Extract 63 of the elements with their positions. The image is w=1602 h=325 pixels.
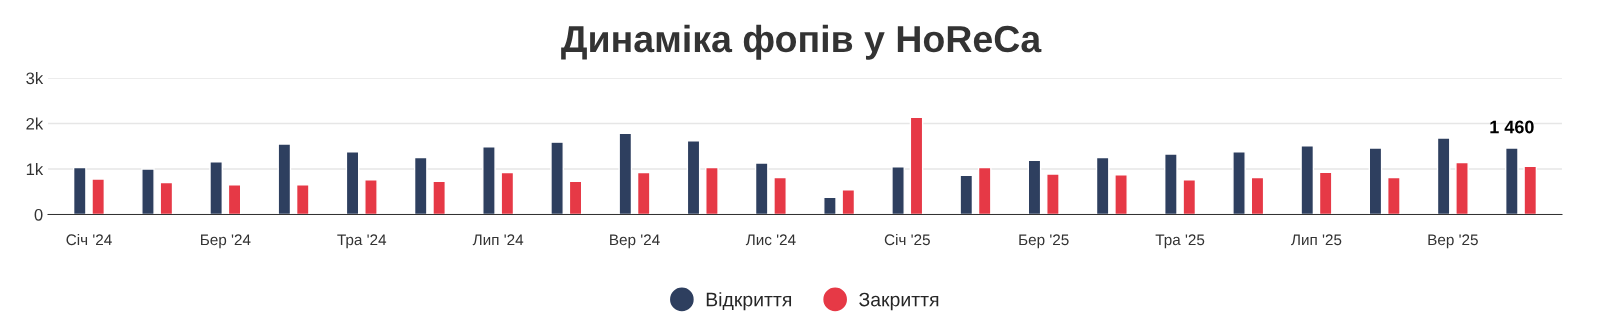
data-label: 1 460 [1490, 120, 1534, 134]
bar [618, 132, 633, 215]
bar [959, 174, 974, 215]
x-tick-label: Тра '24 [337, 234, 387, 249]
bar [1232, 151, 1246, 215]
bar [891, 166, 905, 215]
bar [345, 151, 360, 215]
y-tick-label: 2k [26, 117, 44, 130]
x-tick-label: Тра '25 [1155, 234, 1205, 249]
bar [1387, 176, 1401, 215]
bar [568, 180, 583, 215]
bar [209, 161, 223, 215]
bar [159, 181, 174, 215]
bar [550, 141, 564, 215]
x-tick-label: Січ '24 [66, 233, 112, 246]
chart-title: Динаміка фопів у HoReCa [561, 24, 1042, 60]
bar [754, 162, 769, 215]
bar [841, 189, 856, 215]
bar [823, 196, 837, 215]
bar [500, 171, 515, 215]
bar [1318, 171, 1333, 215]
bar [705, 166, 719, 215]
bar [364, 179, 378, 215]
x-tick-label: Вер '25 [1428, 234, 1478, 249]
legend-label: Закриття [859, 292, 939, 311]
y-tick-label: 3k [26, 71, 44, 85]
bar [72, 166, 87, 215]
x-tick-label: Бер '24 [201, 234, 251, 249]
bar [1523, 165, 1538, 215]
x-tick-label: Вер '24 [610, 234, 660, 249]
x-tick-label: Лип '24 [472, 234, 524, 246]
bar [1027, 159, 1042, 215]
y-tick-label: 1k [26, 162, 44, 176]
bar [1114, 174, 1128, 215]
bar [432, 180, 446, 215]
bar [909, 116, 924, 215]
bar [141, 168, 155, 215]
bar [1046, 173, 1060, 215]
bar [636, 171, 651, 215]
bar [686, 140, 701, 215]
bar [1455, 161, 1469, 215]
bar [1182, 179, 1197, 215]
bar [1095, 156, 1110, 215]
bar [277, 143, 292, 215]
bar [1300, 145, 1315, 215]
bar [91, 178, 106, 215]
bar [413, 156, 428, 215]
x-tick-label: Лис '24 [745, 234, 796, 246]
bar [227, 184, 242, 215]
x-tick-label: Бер '25 [1019, 234, 1069, 249]
bar [1504, 147, 1519, 215]
bar [773, 176, 787, 215]
bar [295, 184, 310, 215]
legend-label: Відкриття [706, 292, 792, 311]
bar [1250, 176, 1265, 215]
bar [482, 146, 496, 215]
bar [1368, 147, 1383, 215]
x-tick-label: Січ '25 [884, 233, 930, 246]
y-tick-label: 0 [34, 208, 43, 221]
bar [1436, 137, 1451, 215]
bar [1164, 153, 1178, 215]
bar [977, 166, 992, 215]
x-tick-label: Лип '25 [1291, 234, 1342, 246]
